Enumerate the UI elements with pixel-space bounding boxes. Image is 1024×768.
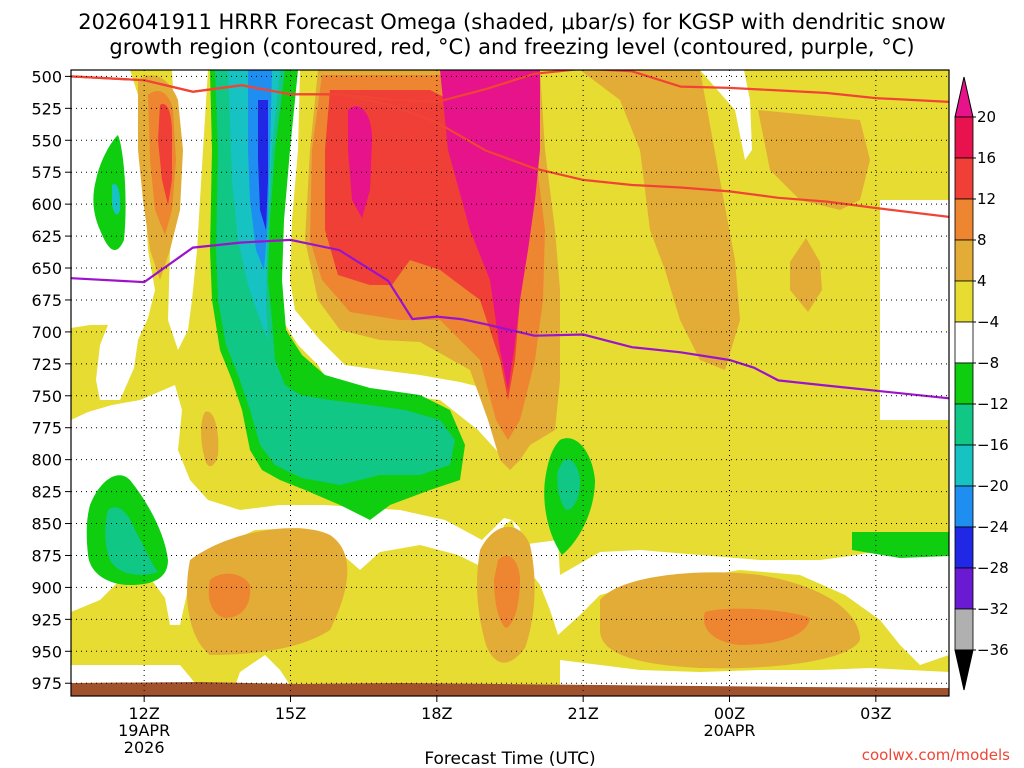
colorbar-bin [954, 444, 974, 487]
chart-title-line1: 2026041911 HRRR Forecast Omega (shaded, … [78, 10, 946, 34]
omega-field-16-to-20 [348, 70, 540, 390]
omega-region-4-8-small-right [790, 238, 822, 312]
y-tick-label: 700 [31, 323, 62, 342]
omega-region-4-8-mid-left [201, 411, 219, 467]
plot-frame [70, 69, 950, 697]
omega-region-teal-main [215, 70, 455, 485]
y-tick-label: 525 [31, 99, 62, 118]
colorbar-label: −4 [977, 313, 999, 331]
omega-region-16-20-left [348, 106, 372, 218]
colorbar-min-triangle [954, 649, 974, 691]
colorbar-bin [954, 198, 974, 241]
colorbar-label: 20 [977, 108, 996, 126]
y-tick-label: 725 [31, 355, 62, 374]
colorbar-bin [954, 567, 974, 610]
x-tick-label: 18Z [421, 704, 452, 723]
x-tick-label: 00Z [714, 704, 745, 723]
omega-region-8-12-bottom-right [703, 608, 810, 645]
y-tick-label: 925 [31, 610, 62, 629]
omega-region-8-12-bottom-center [494, 555, 520, 628]
series-line-2 [71, 238, 949, 400]
colorbar-bin [954, 321, 974, 364]
colorbar-bin [954, 157, 974, 200]
x-tick-label: 15Z [275, 704, 306, 723]
y-tick-label: 775 [31, 419, 62, 438]
omega-region-teal-left-lower [105, 507, 158, 575]
colorbar-bin [954, 485, 974, 528]
x-tick-date: 20APR [703, 721, 755, 740]
y-tick-label: 825 [31, 483, 62, 502]
plot-area [71, 70, 949, 696]
y-axis: 500 525 550 575 600 625 650 675 700 725 750 775 800 8… [31, 67, 71, 693]
y-tick-label: 675 [31, 291, 62, 310]
colorbar-bin [954, 116, 974, 159]
colorbar-label: 8 [977, 231, 987, 249]
omega-region-12-16-upper-left [158, 104, 172, 205]
y-tick-label: 500 [31, 67, 62, 86]
y-tick-label: 575 [31, 163, 62, 182]
omega-region-green-left-upper [93, 135, 126, 251]
omega-region-16-20-central [440, 70, 540, 390]
y-tick-label: 650 [31, 259, 62, 278]
omega-region-4-8-right-far [758, 110, 870, 210]
y-tick-label: 625 [31, 227, 62, 246]
colorbar-max-triangle [954, 76, 974, 118]
colorbar-label: −32 [977, 600, 1009, 618]
omega-region-4-8-bottom-left [186, 528, 348, 655]
colorbar-label: −8 [977, 354, 999, 372]
x-tick-year: 2026 [124, 738, 165, 757]
y-tick-label: 850 [31, 515, 62, 534]
omega-region-white-bottom-mid [235, 655, 290, 686]
omega-region-teal-right-mid [557, 459, 580, 510]
omega-region-darkblue-main [258, 100, 268, 230]
colorbar-bin [954, 362, 974, 405]
colorbar-label: 12 [977, 190, 996, 208]
y-tick-label: 550 [31, 131, 62, 150]
y-tick-label: 975 [31, 674, 62, 693]
credit-link[interactable]: coolwx.com/models [862, 746, 1010, 764]
chart-title-line2: growth region (contoured, red, °C) and f… [109, 35, 914, 59]
omega-region-white-right-top [700, 70, 752, 160]
x-tick-label: 12Z [129, 704, 160, 723]
omega-region-8-12-bottom-left [208, 573, 251, 618]
omega-field-neg24-to-neg28 [258, 100, 268, 230]
omega-region-green-right-edge [852, 532, 949, 558]
y-tick-label: 950 [31, 642, 62, 661]
colorbar-bin [954, 608, 974, 651]
omega-region-cyan-left [112, 184, 121, 215]
colorbar-bin [954, 526, 974, 569]
colorbar-label: −16 [977, 436, 1009, 454]
omega-region-white-bottom-right [560, 660, 949, 692]
colorbar-bin [954, 403, 974, 446]
y-tick-label: 900 [31, 578, 62, 597]
colorbar-label: 16 [977, 149, 996, 167]
series-line-1 [71, 70, 949, 104]
colorbar-label: −12 [977, 395, 1009, 413]
y-tick-label: 750 [31, 387, 62, 406]
x-tick-date: 19APR [118, 721, 170, 740]
colorbar-bin [954, 280, 974, 323]
omega-region-white-right-edge [880, 200, 949, 420]
y-tick-label: 875 [31, 546, 62, 565]
x-axis-label: Forecast Time (UTC) [424, 749, 595, 768]
colorbar-bin [954, 239, 974, 282]
colorbar-label: 4 [977, 272, 987, 290]
y-tick-label: 600 [31, 195, 62, 214]
omega-field-neg12-to-neg16 [105, 70, 580, 575]
colorbar-label: −20 [977, 477, 1009, 495]
omega-region-white-middle [71, 385, 949, 665]
colorbar-label: −36 [977, 641, 1009, 659]
omega-region-4-8-right-upper [580, 70, 740, 370]
x-tick-label: 03Z [860, 704, 891, 723]
colorbar-label: −28 [977, 559, 1009, 577]
colorbar-label: −24 [977, 518, 1009, 536]
x-tick-label: 21Z [568, 704, 599, 723]
colorbar: 20 16 12 8 4 −4 −8 −12 −16 −20 −24 −28 −32 −36 [954, 76, 1009, 691]
contour-lines [71, 70, 949, 400]
y-tick-label: 800 [31, 451, 62, 470]
